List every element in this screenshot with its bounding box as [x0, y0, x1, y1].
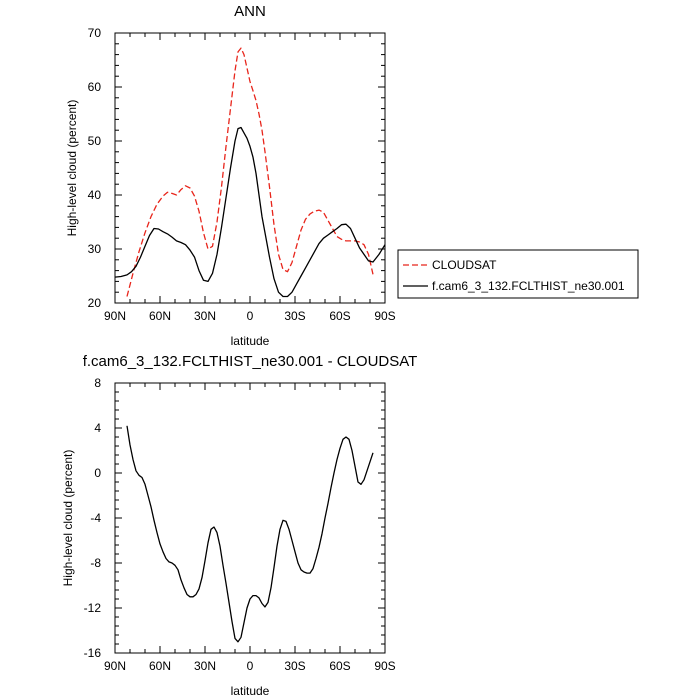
- x-tick-label: 60N: [149, 309, 171, 323]
- x-tick-label: 60S: [329, 659, 350, 673]
- x-tick-label: 90S: [374, 309, 395, 323]
- plot-frame: [114, 382, 386, 654]
- x-axis-label: latitude: [231, 334, 270, 348]
- panel-difference: f.cam6_3_132.FCLTHIST_ne30.001 - CLOUDSA…: [61, 353, 417, 698]
- x-tick-label: 0: [247, 309, 254, 323]
- x-tick-label: 60N: [149, 659, 171, 673]
- panel-title: f.cam6_3_132.FCLTHIST_ne30.001 - CLOUDSA…: [83, 353, 418, 370]
- x-tick-label: 30S: [284, 309, 305, 323]
- y-axis-label: High-level cloud (percent): [65, 100, 79, 237]
- panel-title: ANN: [234, 3, 266, 20]
- legend: CLOUDSAT f.cam6_3_132.FCLTHIST_ne30.001: [397, 249, 639, 299]
- panel-annual-high-cloud: ANN 90N 60N 30N 0 30S 60S 90S 20 30 40 50 60 70 lati…: [65, 3, 396, 348]
- x-tick-label: 90N: [104, 309, 126, 323]
- y-tick-label: -12: [84, 601, 102, 615]
- x-tick-label: 90S: [374, 659, 395, 673]
- y-tick-label: 70: [88, 26, 102, 40]
- y-tick-label: 8: [94, 376, 101, 390]
- y-tick-label: -4: [90, 511, 101, 525]
- y-axis-label: High-level cloud (percent): [61, 450, 75, 587]
- legend-label-cloudsat: CLOUDSAT: [432, 258, 497, 272]
- y-tick-label: 60: [88, 80, 102, 94]
- x-axis-label: latitude: [231, 684, 270, 698]
- x-tick-label: 30S: [284, 659, 305, 673]
- y-tick-label: 4: [94, 421, 101, 435]
- series-line-difference: [126, 425, 374, 643]
- x-tick-label: 30N: [194, 309, 216, 323]
- legend-box: [397, 249, 639, 299]
- series-line-f-cam6-3-132-fclthist-ne30-001: [114, 126, 386, 298]
- y-tick-label: 40: [88, 188, 102, 202]
- y-tick-label: 0: [94, 466, 101, 480]
- legend-label-model: f.cam6_3_132.FCLTHIST_ne30.001: [432, 279, 625, 293]
- x-tick-label: 90N: [104, 659, 126, 673]
- series-line-cloudsat: [126, 47, 374, 297]
- y-tick-label: -8: [90, 556, 101, 570]
- y-tick-label: 30: [88, 242, 102, 256]
- plot-frame: [114, 32, 386, 304]
- y-tick-label: 20: [88, 296, 102, 310]
- y-tick-label: 50: [88, 134, 102, 148]
- y-tick-label: -16: [84, 646, 102, 660]
- x-tick-label: 30N: [194, 659, 216, 673]
- x-tick-label: 0: [247, 659, 254, 673]
- x-tick-label: 60S: [329, 309, 350, 323]
